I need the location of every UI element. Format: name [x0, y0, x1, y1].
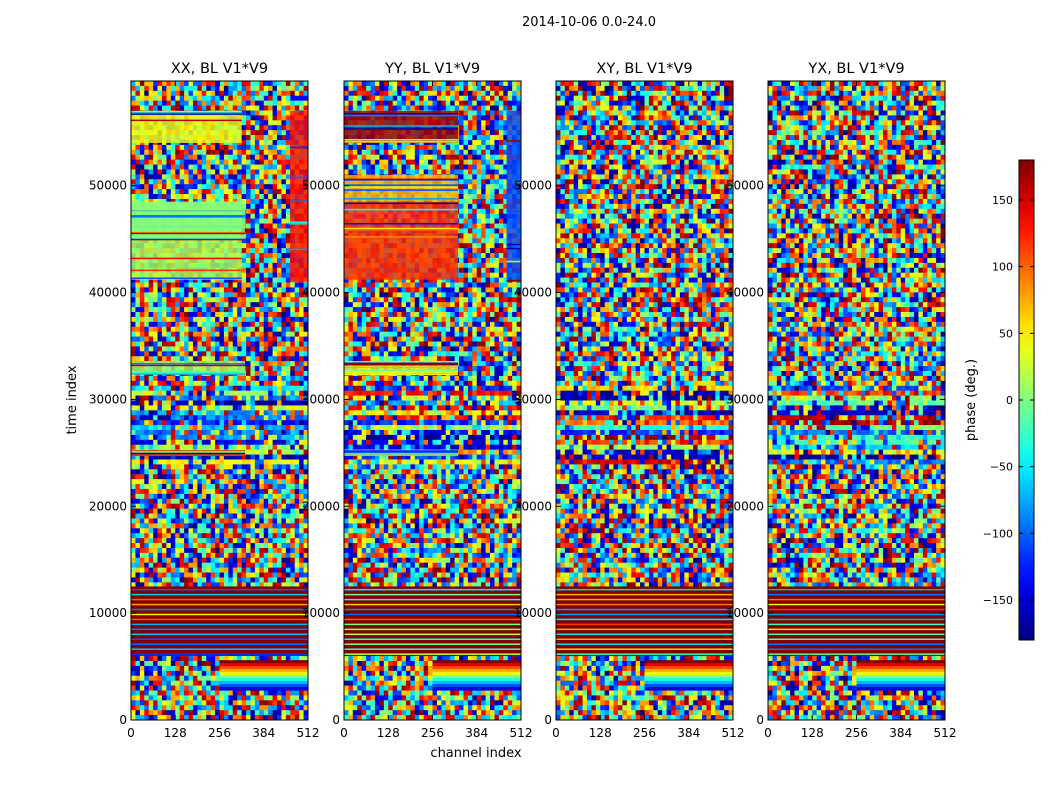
- y-tick-label: 10000: [302, 606, 340, 620]
- panel-title: YY, BL V1*V9: [384, 61, 480, 77]
- colorbar-tick-label: 50: [999, 327, 1013, 340]
- y-tick-label: 50000: [302, 179, 340, 193]
- x-tick-label: 128: [377, 726, 400, 740]
- x-tick-label: 384: [465, 726, 488, 740]
- x-tick-label: 128: [801, 726, 824, 740]
- colorbar-tick-label: 0: [1006, 394, 1013, 407]
- panel-4: YX, BL V1*V9 0 128 256 384 512 0 10000 20000 3000…: [726, 61, 957, 740]
- y-tick-label: 10000: [89, 606, 127, 620]
- panel-group: XX, BL V1*V9 0 128 256 384 512 0 10000 20000 3000…: [89, 61, 957, 740]
- phase-heatmap-4: [768, 81, 946, 721]
- colorbar-tick-label: −150: [983, 594, 1013, 607]
- x-tick-label: 128: [164, 726, 187, 740]
- y-tick-label: 40000: [514, 286, 552, 300]
- x-tick-label: 256: [633, 726, 656, 740]
- x-tick-label: 512: [934, 726, 957, 740]
- colorbar-tick-label: 100: [992, 261, 1013, 274]
- x-tick-label: 0: [764, 726, 772, 740]
- panel-title: YX, BL V1*V9: [807, 61, 904, 77]
- x-tick-label: 0: [552, 726, 560, 740]
- x-tick-label: 0: [340, 726, 348, 740]
- panel-3: XY, BL V1*V9 0 128 256 384 512 0 10000 20000 3000…: [514, 61, 745, 740]
- colorbar-tick-label: −50: [990, 461, 1013, 474]
- y-tick-label: 30000: [89, 392, 127, 406]
- x-tick-label: 256: [421, 726, 444, 740]
- panel-title: XY, BL V1*V9: [596, 61, 692, 77]
- y-tick-label: 0: [332, 713, 340, 727]
- y-tick-label: 0: [544, 713, 552, 727]
- y-tick-label: 40000: [89, 286, 127, 300]
- x-tick-label: 384: [677, 726, 700, 740]
- x-tick-label: 256: [845, 726, 868, 740]
- colorbar-tick-label: 150: [992, 194, 1013, 207]
- y-tick-label: 20000: [89, 499, 127, 513]
- x-tick-label: 256: [208, 726, 231, 740]
- x-tick-label: 512: [722, 726, 745, 740]
- colorbar-label: phase (deg.): [964, 359, 979, 441]
- y-tick-label: 50000: [726, 179, 764, 193]
- y-tick-label: 30000: [302, 392, 340, 406]
- y-tick-label: 20000: [514, 499, 552, 513]
- panel-2: YY, BL V1*V9 0 128 256 384 512 0 10000 20000 3000…: [302, 61, 533, 740]
- x-axis-label: channel index: [430, 746, 521, 761]
- y-tick-label: 30000: [726, 392, 764, 406]
- x-tick-label: 0: [127, 726, 135, 740]
- y-tick-label: 0: [756, 713, 764, 727]
- panel-title: XX, BL V1*V9: [171, 61, 268, 77]
- x-tick-label: 512: [510, 726, 533, 740]
- x-tick-label: 384: [252, 726, 275, 740]
- phase-heatmap-1: [131, 81, 309, 721]
- x-tick-label: 128: [589, 726, 612, 740]
- x-tick-label: 512: [297, 726, 320, 740]
- y-tick-label: 40000: [726, 286, 764, 300]
- y-tick-label: 40000: [302, 286, 340, 300]
- y-tick-label: 10000: [514, 606, 552, 620]
- panel-1: XX, BL V1*V9 0 128 256 384 512 0 10000 20000 3000…: [89, 61, 320, 740]
- y-axis-label: time index: [65, 365, 80, 434]
- figure-suptitle: 2014-10-06 0.0-24.0: [522, 15, 656, 30]
- y-tick-label: 10000: [726, 606, 764, 620]
- colorbar: −150 −100 −50 0 50 100 150: [983, 160, 1034, 640]
- y-tick-label: 20000: [302, 499, 340, 513]
- phase-heatmap-3: [556, 81, 734, 721]
- y-tick-label: 50000: [89, 179, 127, 193]
- phase-heatmap-2: [344, 81, 522, 721]
- colorbar-tick-label: −100: [983, 527, 1013, 540]
- y-tick-label: 30000: [514, 392, 552, 406]
- y-tick-label: 0: [119, 713, 127, 727]
- x-tick-label: 384: [889, 726, 912, 740]
- y-tick-label: 50000: [514, 179, 552, 193]
- y-tick-label: 20000: [726, 499, 764, 513]
